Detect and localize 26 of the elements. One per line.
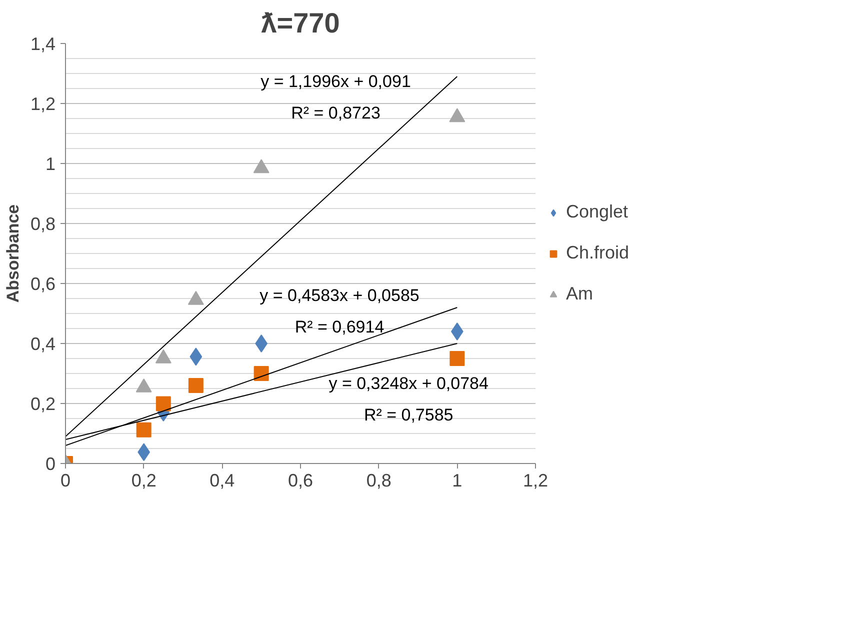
legend-label: Am xyxy=(566,284,593,304)
y-tick-label: 0 xyxy=(45,454,56,474)
y-tick-label: 1,4 xyxy=(30,34,56,54)
x-tick-label: 1,2 xyxy=(522,470,548,490)
y-tick-label: 1 xyxy=(45,154,56,174)
annotation: y = 1,1996x + 0,091 xyxy=(260,72,411,91)
annotation: y = 0,4583x + 0,0585 xyxy=(260,286,420,305)
y-tick-label: 0,2 xyxy=(30,394,56,414)
x-tick-label: 0,6 xyxy=(288,470,314,490)
annotation: y = 0,3248x + 0,0784 xyxy=(328,374,488,394)
y-tick-label: 1,2 xyxy=(30,94,56,114)
x-tick-label: 0,8 xyxy=(366,470,392,490)
annotation: R² = 0,6914 xyxy=(294,318,384,336)
x-tick-label: 0 xyxy=(60,470,71,490)
legend-label: Ch.froid xyxy=(566,242,630,264)
y-tick-label: 0,4 xyxy=(30,334,56,354)
legend-label: Conglet xyxy=(566,202,628,222)
x-tick-label: 0,4 xyxy=(210,470,235,490)
y-tick-label: 0,6 xyxy=(30,274,56,294)
y-axis-title: Absorbance xyxy=(3,204,22,303)
annotation: R² = 0,7585 xyxy=(364,406,454,425)
x-tick-label: 1 xyxy=(452,470,462,490)
chart-title: ƛ=770 xyxy=(261,8,340,38)
x-tick-label: 0,2 xyxy=(131,470,156,490)
y-tick-label: 0,8 xyxy=(30,214,56,234)
annotation: R² = 0,8723 xyxy=(291,103,380,122)
